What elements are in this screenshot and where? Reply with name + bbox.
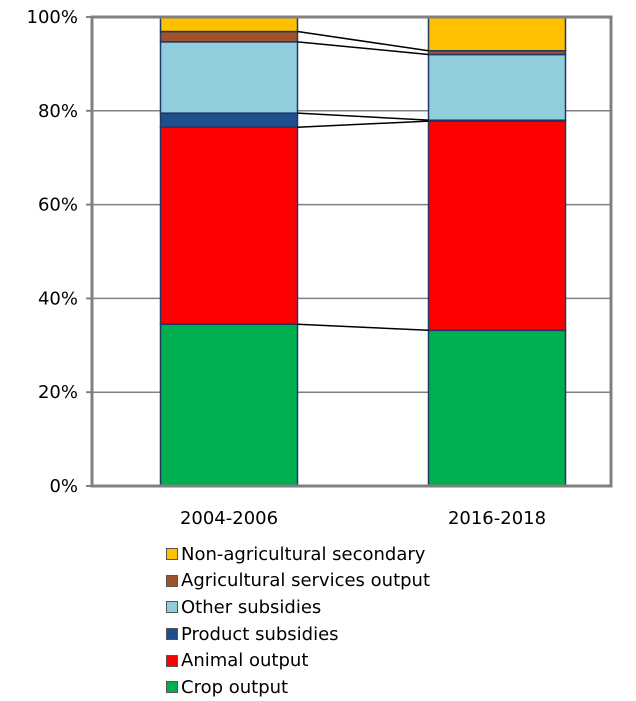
bar-segment xyxy=(427,53,567,121)
series-connector-line xyxy=(297,112,429,121)
x-tick-label: 2016-2018 xyxy=(448,508,546,529)
legend-swatch xyxy=(166,654,178,667)
x-tick-label: 2004-2006 xyxy=(180,508,278,529)
legend-item: Agricultural services output xyxy=(166,568,430,595)
y-tick-label: 80% xyxy=(38,101,78,122)
legend-item: Animal output xyxy=(166,647,430,674)
legend-item: Other subsidies xyxy=(166,594,430,621)
series-connector-line xyxy=(297,30,429,52)
legend-label: Crop output xyxy=(181,676,289,698)
x-axis-ticks: 2004-2006 2016-2018 xyxy=(180,508,546,529)
bar-segment xyxy=(427,16,567,52)
bar-segment xyxy=(159,41,299,114)
y-tick-label: 20% xyxy=(38,382,78,403)
series-connector-line xyxy=(297,41,429,56)
y-tick-label: 40% xyxy=(38,288,78,309)
bar-segment xyxy=(159,30,299,43)
legend-label: Non-agricultural secondary xyxy=(181,543,426,565)
legend-swatch xyxy=(166,548,178,561)
legend-label: Other subsidies xyxy=(181,596,322,618)
bar-segment xyxy=(427,329,567,487)
legend-item: Crop output xyxy=(166,674,430,701)
legend-swatch xyxy=(166,628,178,641)
legend-swatch xyxy=(166,574,178,587)
legend-swatch xyxy=(166,681,178,694)
bar-segment xyxy=(427,120,567,332)
legend-label: Agricultural services output xyxy=(181,570,431,592)
bar-segment xyxy=(159,126,299,325)
bar-segment xyxy=(159,112,299,128)
stacked-bar-chart: 0% 20% 40% 60% 80% 100% 2004-2006 2016-2018 xyxy=(27,7,613,529)
legend-item: Non-agricultural secondary xyxy=(166,541,430,568)
bars xyxy=(159,16,567,487)
plot-area-frame xyxy=(90,15,613,488)
series-connector-line xyxy=(297,120,429,128)
series-connector-line xyxy=(297,323,429,332)
legend-item: Product subsidies xyxy=(166,621,430,648)
bar-segment xyxy=(159,323,299,487)
legend-label: Animal output xyxy=(181,650,309,672)
y-tick-label: 100% xyxy=(27,7,78,28)
legend: Non-agricultural secondary Agricultural s… xyxy=(166,541,430,701)
bar-segment xyxy=(159,16,299,33)
y-axis-ticks: 0% 20% 40% 60% 80% 100% xyxy=(27,7,92,497)
connector-lines xyxy=(297,30,429,332)
y-tick-label: 60% xyxy=(38,195,78,216)
legend-swatch xyxy=(166,601,178,614)
y-tick-label: 0% xyxy=(49,476,78,497)
legend-label: Product subsidies xyxy=(181,623,339,645)
